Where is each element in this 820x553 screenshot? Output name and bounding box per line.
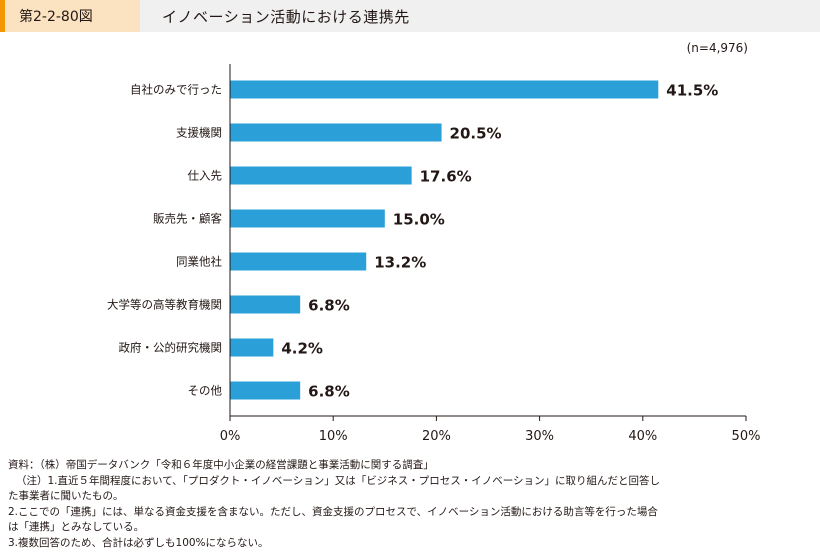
bar bbox=[230, 381, 301, 400]
category-label: 仕入先 bbox=[188, 169, 223, 183]
value-label: 15.0% bbox=[393, 211, 445, 229]
bar bbox=[230, 252, 367, 271]
value-label: 6.8% bbox=[308, 383, 350, 401]
value-label: 6.8% bbox=[308, 297, 350, 315]
category-label: 支援機関 bbox=[176, 126, 222, 140]
notes-block: 資料：（株）帝国データバンク「令和６年度中小企業の経営課題と事業活動に関する調査… bbox=[8, 458, 814, 551]
header-accent-bar bbox=[0, 0, 5, 32]
x-tick-label: 0% bbox=[220, 429, 241, 444]
note-2: 2.ここでの「連携」には、単なる資金支援を含まない。ただし、資金支援のプロセスで… bbox=[8, 505, 658, 518]
category-label: 政府・公的研究機関 bbox=[119, 341, 223, 355]
x-tick-label: 50% bbox=[732, 429, 761, 444]
value-label: 41.5% bbox=[666, 82, 718, 100]
bar bbox=[230, 123, 442, 142]
category-label: 自社のみで行った bbox=[130, 83, 222, 97]
bar bbox=[230, 338, 274, 357]
category-label: その他 bbox=[188, 384, 223, 398]
category-label: 販売先・顧客 bbox=[153, 212, 222, 226]
bar-chart: (n=4,976) 自社のみで行った 41.5% 支援機関 20.5% 仕入先 17.6% 販… bbox=[107, 41, 761, 444]
bar bbox=[230, 209, 385, 228]
value-label: 13.2% bbox=[374, 254, 426, 272]
note-2-cont: は「連携」とみなしている。 bbox=[8, 521, 145, 533]
x-tick-label: 30% bbox=[525, 429, 554, 444]
note-source: 資料：（株）帝国データバンク「令和６年度中小企業の経営課題と事業活動に関する調査… bbox=[8, 459, 434, 471]
figure-label: 第2-2-80図 bbox=[5, 0, 140, 32]
value-label: 17.6% bbox=[420, 168, 472, 186]
sample-size-note: (n=4,976) bbox=[687, 41, 748, 55]
x-tick-label: 20% bbox=[422, 429, 451, 444]
category-label: 大学等の高等教育機関 bbox=[107, 298, 222, 312]
value-label: 4.2% bbox=[281, 340, 323, 358]
note-1-cont: た事業者に聞いたもの。 bbox=[8, 490, 124, 502]
bar bbox=[230, 80, 659, 99]
note-1: （注）1.直近５年間程度において、「プロダクト・イノベーション」又は「ビジネス・… bbox=[16, 474, 661, 487]
figure-title: イノベーション活動における連携先 bbox=[162, 7, 410, 26]
value-label: 20.5% bbox=[450, 125, 502, 143]
figure-header: 第2-2-80図 イノベーション活動における連携先 bbox=[0, 0, 820, 32]
x-tick-label: 10% bbox=[319, 429, 348, 444]
bar bbox=[230, 166, 412, 185]
note-3: 3.複数回答のため、合計は必ずしも100%にならない。 bbox=[8, 536, 269, 549]
x-tick-label: 40% bbox=[628, 429, 657, 444]
category-label: 同業他社 bbox=[176, 255, 222, 269]
bar bbox=[230, 295, 301, 314]
